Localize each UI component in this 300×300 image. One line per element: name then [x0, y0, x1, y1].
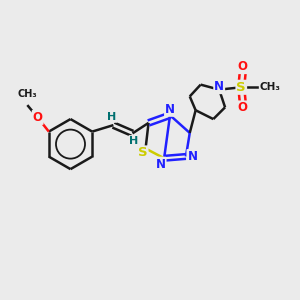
Text: H: H	[107, 112, 116, 122]
Text: H: H	[129, 136, 139, 146]
Text: N: N	[156, 158, 166, 171]
Text: S: S	[236, 81, 246, 94]
Text: O: O	[238, 60, 248, 73]
Text: O: O	[238, 101, 248, 114]
Text: CH₃: CH₃	[259, 82, 280, 92]
Text: CH₃: CH₃	[17, 88, 37, 99]
Text: O: O	[33, 111, 43, 124]
Text: N: N	[214, 80, 224, 93]
Text: N: N	[165, 103, 175, 116]
Text: N: N	[188, 150, 197, 163]
Text: S: S	[138, 146, 148, 159]
